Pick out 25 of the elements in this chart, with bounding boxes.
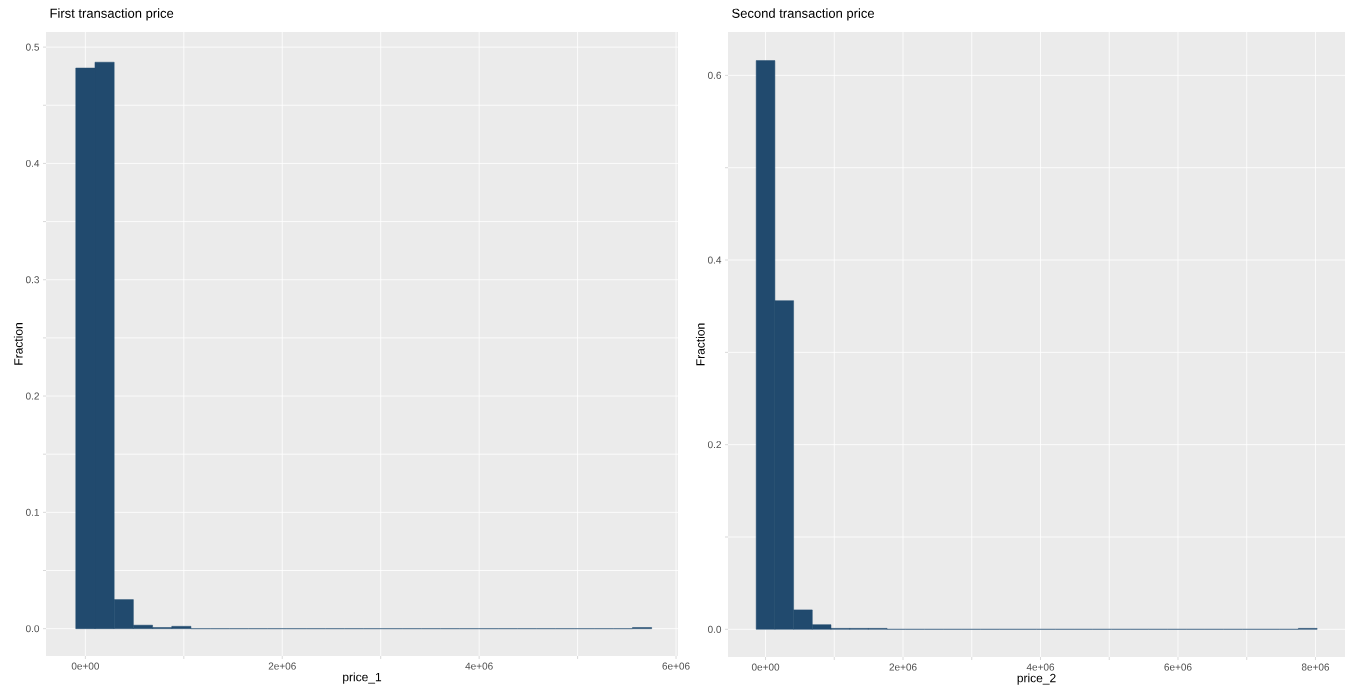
x-tick-label: 2e+06 xyxy=(268,662,296,670)
y-tick-label: 0.2 xyxy=(25,392,39,400)
x-tick-label: 8e+06 xyxy=(1301,663,1330,671)
y-tick-label: 0.0 xyxy=(25,625,40,633)
x-tick-label: 4e+06 xyxy=(465,662,493,670)
y-tick-label: 0.6 xyxy=(707,71,722,79)
chart-title: First transaction price xyxy=(50,8,174,21)
y-tick-label: 0.2 xyxy=(707,441,721,449)
y-tick-label: 0.4 xyxy=(25,159,40,167)
y-tick-label: 0.4 xyxy=(707,256,722,264)
chart-title: Second transaction price xyxy=(732,8,875,21)
y-axis-title: Fraction xyxy=(695,323,705,366)
x-tick-label: 0e+00 xyxy=(71,662,100,670)
x-tick-label: 0e+00 xyxy=(751,663,780,671)
x-tick-label: 4e+06 xyxy=(1026,663,1055,671)
x-tick-label: 6e+06 xyxy=(1164,663,1192,671)
y-tick-label: 0.3 xyxy=(25,276,40,284)
y-axis-title: Fraction xyxy=(13,323,23,365)
x-axis-title: price_1 xyxy=(343,672,382,684)
x-tick-label: 6e+06 xyxy=(662,662,690,670)
y-tick-label: 0.1 xyxy=(25,508,39,516)
x-tick-label: 2e+06 xyxy=(889,663,917,671)
y-tick-label: 0.5 xyxy=(25,43,40,51)
y-tick-label: 0.0 xyxy=(707,625,722,633)
x-axis-title: price_2 xyxy=(1017,673,1056,685)
